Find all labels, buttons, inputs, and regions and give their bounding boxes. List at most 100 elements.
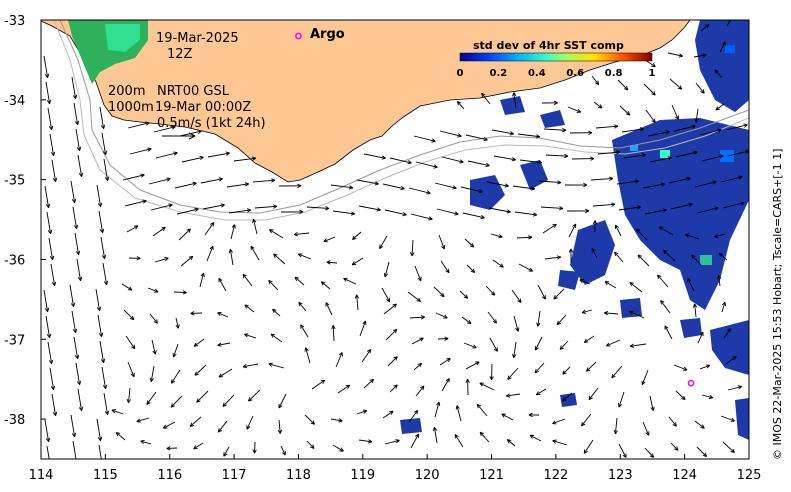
current-vector-head <box>678 53 684 58</box>
current-vector-head <box>559 206 564 211</box>
current-vector <box>456 405 462 422</box>
y-tick-label: -33 <box>4 14 25 29</box>
argo-float-marker <box>687 379 695 387</box>
y-tick-label: -36 <box>4 253 25 268</box>
current-vector <box>649 157 672 163</box>
current-vector-head <box>115 431 121 437</box>
current-vector <box>71 310 77 333</box>
current-vector-head <box>194 207 199 212</box>
current-vector <box>623 154 646 159</box>
current-vector-head <box>641 153 647 158</box>
current-vector <box>217 342 231 346</box>
current-vector <box>722 441 735 453</box>
annotation-source: NRT00 GSL <box>157 84 230 99</box>
current-vector-head <box>579 279 584 284</box>
current-vector <box>50 263 56 286</box>
current-vector <box>506 393 521 397</box>
current-vector-head <box>321 281 326 286</box>
current-vector-head <box>348 185 354 190</box>
current-vector <box>537 310 541 327</box>
current-vector-head <box>166 177 171 182</box>
current-vector-head <box>472 344 477 349</box>
current-vector <box>207 152 230 158</box>
current-vector-head <box>103 280 109 285</box>
current-vector-head <box>310 444 315 449</box>
current-vector <box>725 355 737 365</box>
current-vector-head <box>714 206 719 211</box>
current-vector-head <box>719 154 724 159</box>
current-vector-head <box>498 234 503 239</box>
current-vector <box>695 108 699 123</box>
current-vector <box>720 415 735 422</box>
current-vector <box>696 446 707 457</box>
current-vector-head <box>455 405 460 410</box>
annotation-source-time: 19-Mar 00:00Z <box>155 100 251 115</box>
current-vector <box>556 314 567 326</box>
current-vector-head <box>534 368 539 374</box>
current-vector <box>359 320 366 337</box>
current-vector-head <box>331 325 336 330</box>
current-vector-head <box>352 235 357 240</box>
current-vector <box>512 185 535 190</box>
current-vector <box>45 81 51 104</box>
current-vector-head <box>730 14 733 18</box>
current-vector-head <box>431 138 436 143</box>
current-vector-head <box>625 111 631 116</box>
current-vector <box>485 285 496 296</box>
current-vector <box>75 362 81 385</box>
current-vector-head <box>146 400 151 405</box>
current-vector <box>361 349 372 363</box>
current-vector <box>618 443 627 458</box>
current-vector-head <box>71 432 77 437</box>
current-vector-head <box>629 310 634 315</box>
current-vector <box>629 282 643 293</box>
current-vector-head <box>278 404 283 409</box>
x-axis: 114 115 116 117 118 119 120 121 122 123 124 125 <box>29 454 761 483</box>
current-vector <box>43 289 49 312</box>
current-vector <box>439 130 462 137</box>
current-vector-head <box>130 372 135 378</box>
current-vector-head <box>517 298 522 303</box>
current-vector <box>479 382 495 391</box>
current-vector <box>410 433 419 449</box>
current-vector-head <box>504 183 509 188</box>
current-vector <box>517 133 540 138</box>
current-vector <box>77 388 83 411</box>
current-vector-head <box>97 202 103 207</box>
current-vector <box>218 420 228 433</box>
x-tick-label: 120 <box>415 468 440 483</box>
current-vector-head <box>52 411 58 416</box>
current-vector-head <box>483 136 488 142</box>
current-vector <box>506 439 516 447</box>
sst-std-highlights <box>630 45 735 265</box>
current-vector-head <box>528 235 533 240</box>
credit-text: © IMOS 22-Mar-2025 15:53 Hobart; Tscale=… <box>771 149 784 460</box>
current-vector <box>465 361 480 370</box>
current-vector-head <box>189 422 195 427</box>
current-vector <box>102 262 108 285</box>
current-vector-head <box>417 362 422 368</box>
current-vector-head <box>362 409 368 414</box>
current-vector <box>75 128 81 151</box>
current-vector <box>304 414 315 425</box>
current-vector <box>694 420 705 429</box>
current-vector <box>226 183 249 188</box>
current-vector-head <box>597 104 603 109</box>
current-vector-head <box>469 243 475 248</box>
current-vector <box>233 157 256 162</box>
current-vector-head <box>338 418 343 423</box>
colorbar-tick-label: 0.2 <box>490 68 508 79</box>
current-vector-head <box>304 347 309 352</box>
current-vector <box>204 222 215 236</box>
current-vector <box>441 156 464 163</box>
current-vector-head <box>164 256 169 262</box>
x-tick-label: 114 <box>29 468 54 483</box>
current-vector <box>389 157 412 164</box>
current-vector-head <box>528 267 533 272</box>
current-vector <box>74 232 80 255</box>
current-vector <box>98 210 104 233</box>
current-vector-head <box>705 364 711 369</box>
current-vector <box>384 439 400 445</box>
current-vector-head <box>716 275 722 280</box>
